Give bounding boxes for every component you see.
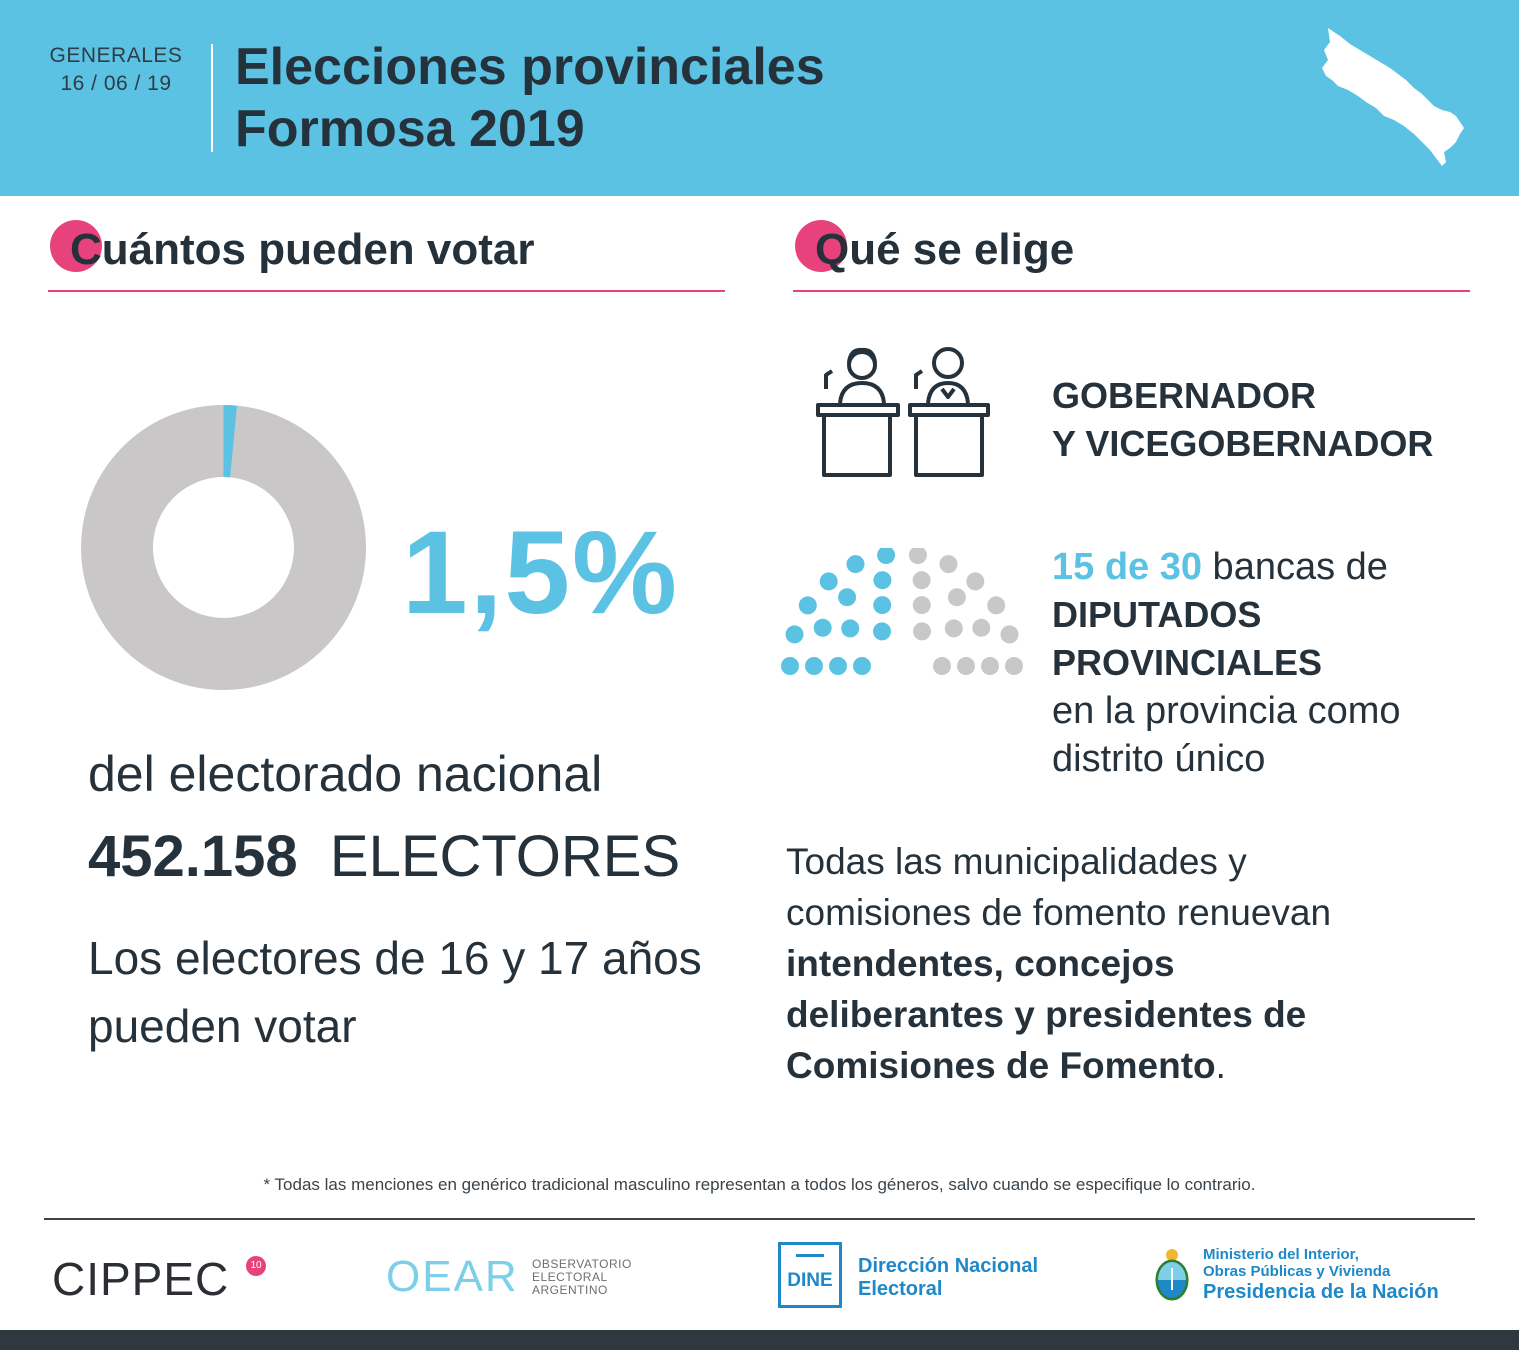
header-banner — [0, 0, 1519, 196]
dine-logo-box — [778, 1242, 842, 1308]
title-line-1: Elecciones provinciales — [235, 38, 825, 96]
dine-name-2: Electoral — [858, 1278, 943, 1300]
muni-bold-2: deliberantes y presidentes de — [786, 994, 1307, 1035]
seats-rest: bancas de — [1202, 546, 1388, 588]
seat-elected — [873, 622, 891, 641]
electorate-donut-chart — [81, 405, 366, 690]
footer-rule — [44, 1218, 1475, 1220]
seats-highlight: 15 de 30 — [1052, 546, 1202, 588]
deputies-bold-2: PROVINCIALES — [1052, 642, 1323, 683]
election-date: 16 / 06 / 19 — [60, 72, 172, 95]
electores-line: 452.158 ELECTORES — [88, 823, 680, 890]
seat-not-elected — [981, 657, 999, 675]
seat-not-elected — [1000, 625, 1019, 644]
electores-label: ELECTORES — [329, 824, 681, 889]
deputies-line-3: en la provincia como — [1052, 690, 1401, 732]
muni-bold-1: intendentes, concejos — [786, 943, 1175, 984]
seat-elected — [873, 571, 892, 590]
legislature-seats-chart — [781, 548, 1023, 675]
bottom-bar — [0, 1330, 1519, 1350]
seat-elected — [853, 657, 871, 675]
national-shield-icon — [1155, 1249, 1189, 1301]
cippec-logo: CIPPEC — [52, 1253, 230, 1305]
election-date-block: GENERALES 16 / 06 / 19 — [40, 42, 192, 98]
seat-elected — [785, 625, 804, 644]
oear-sub-1: OBSERVATORIO — [532, 1257, 632, 1271]
seat-not-elected — [944, 619, 963, 638]
seat-not-elected — [966, 572, 985, 591]
dine-logo-label: DINE — [787, 1270, 833, 1291]
heading-dot-left — [50, 220, 102, 272]
seat-elected — [829, 657, 847, 675]
muni-line-5: Comisiones de Fomento. — [786, 1040, 1466, 1091]
youth-line-2: pueden votar — [88, 1000, 357, 1052]
muni-line-2: comisiones de fomento renuevan — [786, 892, 1332, 933]
seat-not-elected — [912, 571, 931, 590]
cippec-badge: 10 — [246, 1256, 266, 1276]
seat-not-elected — [947, 588, 966, 607]
electorate-percent: 1,5% — [402, 507, 679, 639]
muni-line-1: Todas las municipalidades y — [786, 841, 1247, 882]
seat-elected — [877, 548, 896, 565]
municipal-description: Todas las municipalidades y comisiones d… — [786, 836, 1466, 1091]
electores-count: 452.158 — [88, 824, 298, 889]
seat-elected — [781, 657, 799, 675]
seat-not-elected — [913, 622, 931, 641]
seat-not-elected — [912, 596, 931, 615]
seat-not-elected — [939, 555, 958, 574]
seat-not-elected — [1005, 657, 1023, 675]
deputies-description: 15 de 30 bancas de DIPUTADOS PROVINCIALE… — [1052, 543, 1492, 783]
oear-sub-2: ELECTORAL — [532, 1270, 608, 1284]
section-rule-right — [793, 290, 1470, 292]
heading-dot-right — [795, 220, 847, 272]
oear-sub-3: ARGENTINO — [532, 1283, 608, 1297]
section-title-voters: Cuántos pueden votar — [70, 225, 535, 274]
governor-line-1: GOBERNADOR — [1052, 375, 1317, 416]
ministry-line-1: Ministerio del Interior, — [1203, 1246, 1359, 1263]
deputies-bold-1: DIPUTADOS — [1052, 594, 1262, 635]
dine-logo-bar — [796, 1254, 824, 1257]
seat-not-elected — [957, 657, 975, 675]
seat-elected — [873, 596, 892, 615]
electorate-description: del electorado nacional — [88, 746, 603, 802]
ministry-name: Ministerio del Interior, Obras Públicas … — [1203, 1246, 1439, 1304]
seat-elected — [819, 572, 838, 591]
deputies-line-1: 15 de 30 bancas de — [1052, 543, 1492, 591]
seat-elected — [813, 618, 832, 637]
seat-not-elected — [908, 548, 927, 565]
gender-footnote: * Todas las menciones en genérico tradic… — [263, 1175, 1256, 1194]
seat-not-elected — [987, 596, 1006, 615]
ministry-line-2: Obras Públicas y Vivienda — [1203, 1263, 1391, 1280]
governor-office: GOBERNADOR Y VICEGOBERNADOR — [1052, 372, 1433, 468]
formosa-map-icon — [1322, 28, 1464, 166]
governor-line-2: Y VICEGOBERNADOR — [1052, 423, 1434, 464]
section-rule-left — [48, 290, 725, 292]
header-divider — [211, 44, 213, 152]
page-title: Elecciones provinciales Formosa 2019 — [235, 36, 825, 160]
seat-elected — [841, 619, 860, 638]
seat-elected — [805, 657, 823, 675]
seat-elected — [838, 588, 857, 607]
election-type: GENERALES — [49, 44, 183, 67]
seat-elected — [798, 596, 817, 615]
youth-vote-note: Los electores de 16 y 17 años pueden vot… — [88, 924, 728, 1060]
seat-not-elected — [933, 657, 951, 675]
oear-logo: OEAR — [386, 1252, 519, 1301]
youth-line-1: Los electores de 16 y 17 años — [88, 932, 702, 984]
muni-period: . — [1215, 1045, 1226, 1086]
section-title-offices: Qué se elige — [815, 225, 1075, 274]
seat-not-elected — [972, 618, 991, 637]
title-line-2: Formosa 2019 — [235, 100, 585, 158]
muni-bold-3: Comisiones de Fomento — [786, 1045, 1216, 1086]
dine-name: Dirección Nacional Electoral — [858, 1255, 1038, 1301]
dine-name-1: Dirección Nacional — [858, 1255, 1039, 1277]
donut-share-slice — [81, 405, 366, 690]
podiums-icon — [816, 347, 990, 477]
seat-elected — [846, 555, 865, 574]
presidency-line: Presidencia de la Nación — [1203, 1281, 1439, 1303]
oear-subtitle: OBSERVATORIO ELECTORAL ARGENTINO — [532, 1258, 632, 1297]
deputies-line-4: distrito único — [1052, 738, 1266, 780]
